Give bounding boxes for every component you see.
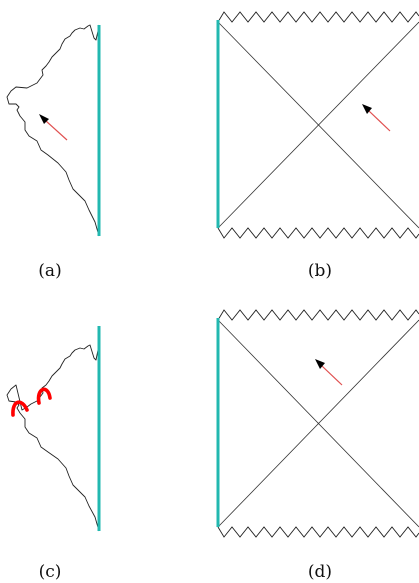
panel-b-arrow-head: [362, 104, 372, 114]
panel-b-arrow-tail: [368, 110, 391, 132]
panel-d-diagonal-2: [217, 319, 419, 528]
panel-a-label: (a): [38, 261, 61, 281]
panel-c-label: (c): [39, 562, 62, 582]
panel-d-arrow-tail: [321, 365, 343, 386]
panel-b-top-zigzag: [217, 11, 419, 23]
panel-b-diagonal-2: [217, 21, 419, 229]
panel-d-bottom-zigzag: [217, 526, 419, 538]
panel-d: [216, 309, 419, 538]
panel-d-top-zigzag: [217, 309, 419, 321]
panel-a-arrow: [39, 114, 68, 141]
panel-d-arrow-head: [315, 359, 325, 369]
panel-b: [216, 11, 419, 239]
panel-a-jagged-curve: [6, 24, 100, 237]
panel-b-arrow: [362, 104, 391, 132]
panel-b-label: (b): [308, 261, 332, 281]
panel-a-arrow-head: [39, 114, 49, 124]
panel-d-arrow: [315, 359, 343, 386]
panel-a-arrow-tail: [45, 120, 68, 141]
panel-b-bottom-zigzag: [217, 227, 419, 239]
panel-c-highlight-arc-1: [11, 400, 29, 417]
panel-c: [6, 326, 101, 532]
panel-c-highlight-arc-2: [36, 387, 52, 405]
panel-c-jagged-curve: [6, 327, 100, 532]
panel-d-label: (d): [308, 562, 332, 582]
panel-a: [6, 24, 101, 237]
